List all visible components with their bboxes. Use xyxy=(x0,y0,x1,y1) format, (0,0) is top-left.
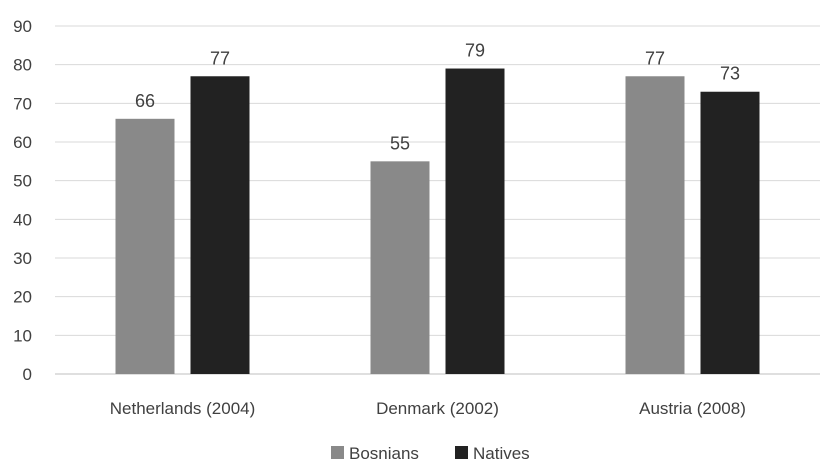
y-tick-label: 80 xyxy=(13,56,32,75)
y-tick-label: 20 xyxy=(13,288,32,307)
data-label: 79 xyxy=(465,41,485,61)
bar-bosnians-0 xyxy=(115,118,175,374)
y-tick-label: 0 xyxy=(23,365,32,384)
legend-label-natives: Natives xyxy=(473,444,530,463)
legend-swatch-bosnians xyxy=(331,446,344,459)
gridlines xyxy=(55,25,820,375)
y-tick-label: 10 xyxy=(13,326,32,345)
data-label: 55 xyxy=(390,133,410,153)
y-tick-label: 40 xyxy=(13,210,32,229)
legend: Bosnians Natives xyxy=(331,444,530,463)
y-tick-label: 30 xyxy=(13,249,32,268)
data-label: 66 xyxy=(135,91,155,111)
x-axis-categories: Netherlands (2004) Denmark (2002) Austria … xyxy=(110,399,746,418)
bar-bosnians-1 xyxy=(370,161,430,374)
y-axis-ticks: 0 10 20 30 40 50 60 70 80 90 xyxy=(13,17,32,384)
data-labels: 66 77 55 79 77 73 xyxy=(135,41,740,154)
y-tick-label: 90 xyxy=(13,17,32,36)
y-tick-label: 70 xyxy=(13,94,32,113)
bar-natives-2 xyxy=(700,91,760,374)
legend-swatch-natives xyxy=(455,446,468,459)
y-tick-label: 50 xyxy=(13,172,32,191)
data-label: 77 xyxy=(210,48,230,68)
bars xyxy=(115,68,760,375)
data-label: 77 xyxy=(645,48,665,68)
bar-natives-0 xyxy=(190,76,250,375)
legend-label-bosnians: Bosnians xyxy=(349,444,419,463)
x-category-label: Netherlands (2004) xyxy=(110,399,256,418)
bar-bosnians-2 xyxy=(625,76,685,375)
data-label: 73 xyxy=(720,64,740,84)
y-tick-label: 60 xyxy=(13,133,32,152)
bar-natives-1 xyxy=(445,68,505,375)
x-category-label: Denmark (2002) xyxy=(376,399,499,418)
x-category-label: Austria (2008) xyxy=(639,399,746,418)
